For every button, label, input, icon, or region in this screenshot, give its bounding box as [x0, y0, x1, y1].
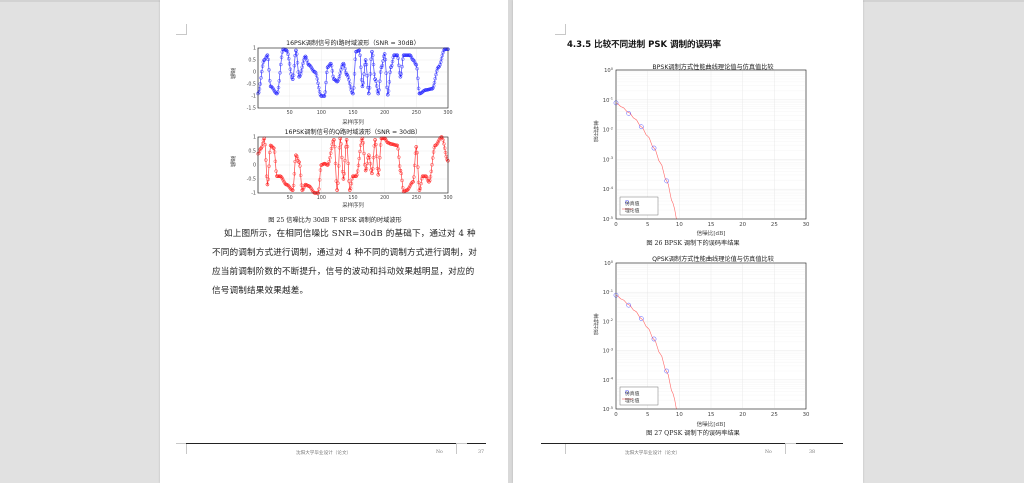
- svg-text:30: 30: [803, 222, 810, 228]
- crop-mark: [176, 24, 187, 35]
- chart-i-ylabel: 幅度: [231, 68, 237, 79]
- svg-text:5: 5: [646, 412, 649, 418]
- svg-text:0.5: 0.5: [248, 58, 256, 64]
- figure-27-caption: 图 27 QPSK 调制下的误码率结果: [646, 430, 740, 437]
- svg-text:-0.5: -0.5: [247, 177, 256, 183]
- svg-text:10-3: 10-3: [603, 156, 613, 163]
- svg-text:100: 100: [317, 110, 326, 116]
- svg-text:300: 300: [443, 110, 452, 116]
- svg-text:10: 10: [676, 412, 683, 418]
- svg-text:100: 100: [604, 260, 614, 267]
- chart-q-ylabel: 幅度: [231, 156, 237, 167]
- svg-text:-0.5: -0.5: [247, 82, 256, 88]
- footer-school: 沈阳大学毕业设计（论文）: [625, 451, 681, 456]
- document-page-37: 16PSK调制信号的I路时域波形（SNR = 30dB） 50 100 150 200…: [160, 0, 508, 483]
- svg-text:250: 250: [412, 110, 421, 116]
- chart-bpsk-ber: 0 5 10 15 20 25 30 10-5 10-4 10-3 10-2 10-1 100: [603, 67, 810, 228]
- chart-i-title: 16PSK调制信号的I路时域波形（SNR = 30dB）: [286, 40, 420, 47]
- svg-text:300: 300: [443, 195, 452, 201]
- paragraph-line-4: 信号调制结果效果越差。: [212, 286, 309, 296]
- svg-text:1: 1: [253, 135, 256, 141]
- chart-bpsk-ylabel: 误比特率: [594, 120, 600, 142]
- svg-text:0.5: 0.5: [248, 149, 256, 155]
- chart-qpsk-ylabel: 误比特率: [594, 313, 600, 335]
- footer-rule: [186, 443, 486, 444]
- svg-text:-1.5: -1.5: [247, 106, 256, 112]
- svg-text:10-2: 10-2: [603, 318, 613, 325]
- svg-text:10-1: 10-1: [603, 97, 613, 104]
- svg-text:200: 200: [380, 110, 389, 116]
- svg-text:1: 1: [253, 46, 256, 52]
- chart-q-title: 16PSK调制信号的Q路时域波形（SNR = 30dB）: [284, 129, 422, 136]
- chart-i-waveform: 50 100 150 200 250 300 -1.5 -1 -0.5 0 0.5 1: [247, 46, 453, 116]
- svg-text:20: 20: [739, 222, 746, 228]
- crop-mark: [785, 443, 796, 454]
- svg-text:10-2: 10-2: [603, 126, 613, 133]
- svg-text:30: 30: [803, 412, 810, 418]
- chart-bpsk-xlabel: 信噪比[dB]: [696, 231, 726, 237]
- figure-26-caption: 图 26 BPSK 调制下的误码率结果: [646, 240, 740, 247]
- svg-text:15: 15: [708, 412, 715, 418]
- svg-text:25: 25: [771, 222, 778, 228]
- chart-qpsk-xlabel: 信噪比[dB]: [696, 422, 726, 428]
- paragraph-line-1: 如上图所示，在相同信噪比 SNR=30dB 的基础下，通过对 4 种: [224, 229, 476, 239]
- svg-text:50: 50: [287, 110, 293, 116]
- chart-qpsk-ber: 0 5 10 15 20 25 30 10-5 10-4 10-3 10-2 10-1 100: [603, 260, 810, 418]
- figure-25-caption: 图 25 信噪比为 30dB 下 8PSK 调制的时域波形: [268, 217, 402, 224]
- svg-text:0: 0: [253, 70, 256, 76]
- footer-no-label: No: [436, 450, 443, 455]
- crop-mark: [176, 443, 187, 454]
- svg-text:100: 100: [604, 67, 614, 74]
- svg-text:0: 0: [614, 412, 618, 418]
- chart-q-waveform: 50 100 150 200 250 300 -1 -0.5 0 0.5 1: [247, 135, 453, 201]
- page-gap: [508, 0, 513, 483]
- svg-text:200: 200: [380, 195, 389, 201]
- svg-text:150: 150: [348, 195, 357, 201]
- svg-text:0: 0: [253, 163, 256, 169]
- svg-text:5: 5: [646, 222, 649, 228]
- footer-rule: [541, 443, 843, 444]
- section-heading: 4.3.5 比较不同进制 PSK 调制的误码率: [567, 40, 722, 50]
- svg-text:150: 150: [348, 110, 357, 116]
- svg-text:10-4: 10-4: [603, 186, 614, 193]
- svg-text:50: 50: [287, 195, 293, 201]
- svg-text:10-5: 10-5: [603, 216, 613, 223]
- svg-text:0: 0: [614, 222, 618, 228]
- svg-text:10-4: 10-4: [603, 377, 614, 384]
- chart-bpsk-legend-sim: 仿真值: [625, 202, 640, 207]
- svg-text:10-5: 10-5: [603, 406, 613, 413]
- crop-mark: [555, 443, 566, 454]
- chart-i-xlabel: 采样序列: [342, 120, 364, 126]
- footer-page-number: 38: [809, 450, 816, 455]
- chart-bpsk-title: BPSK调制方式性能曲线理论值与仿真值比较: [652, 64, 774, 71]
- svg-text:10-1: 10-1: [603, 289, 613, 296]
- crop-mark: [555, 24, 566, 35]
- svg-text:20: 20: [739, 412, 746, 418]
- svg-text:-1: -1: [251, 94, 256, 100]
- svg-text:100: 100: [317, 195, 326, 201]
- paragraph-line-2: 不同的调制方式进行调制，通过对 4 种不同的调制方式进行调制，对: [212, 248, 477, 258]
- svg-text:15: 15: [708, 222, 715, 228]
- chart-q-xlabel: 采样序列: [342, 203, 364, 209]
- footer-page-number: 37: [478, 450, 485, 455]
- chart-qpsk-title: QPSK调制方式性能曲线理论值与仿真值比较: [652, 256, 774, 263]
- svg-text:250: 250: [412, 195, 421, 201]
- chart-qpsk-legend-theory: 理论值: [625, 399, 640, 404]
- crop-mark: [456, 443, 467, 454]
- svg-text:10: 10: [676, 222, 683, 228]
- svg-text:25: 25: [771, 412, 778, 418]
- footer-no-label: No: [765, 450, 772, 455]
- paragraph-line-3: 应当前调制阶数的不断提升，信号的波动和抖动效果越明显，对应的: [212, 267, 475, 277]
- document-page-38: 4.3.5 比较不同进制 PSK 调制的误码率 BPSK调制方式性能曲线理论值与…: [513, 0, 863, 483]
- chart-qpsk-legend-sim: 仿真值: [625, 392, 640, 397]
- svg-text:-1: -1: [251, 191, 256, 197]
- chart-bpsk-legend-theory: 理论值: [625, 209, 640, 214]
- footer-school: 沈阳大学毕业设计（论文）: [296, 451, 352, 456]
- svg-text:10-3: 10-3: [603, 347, 613, 354]
